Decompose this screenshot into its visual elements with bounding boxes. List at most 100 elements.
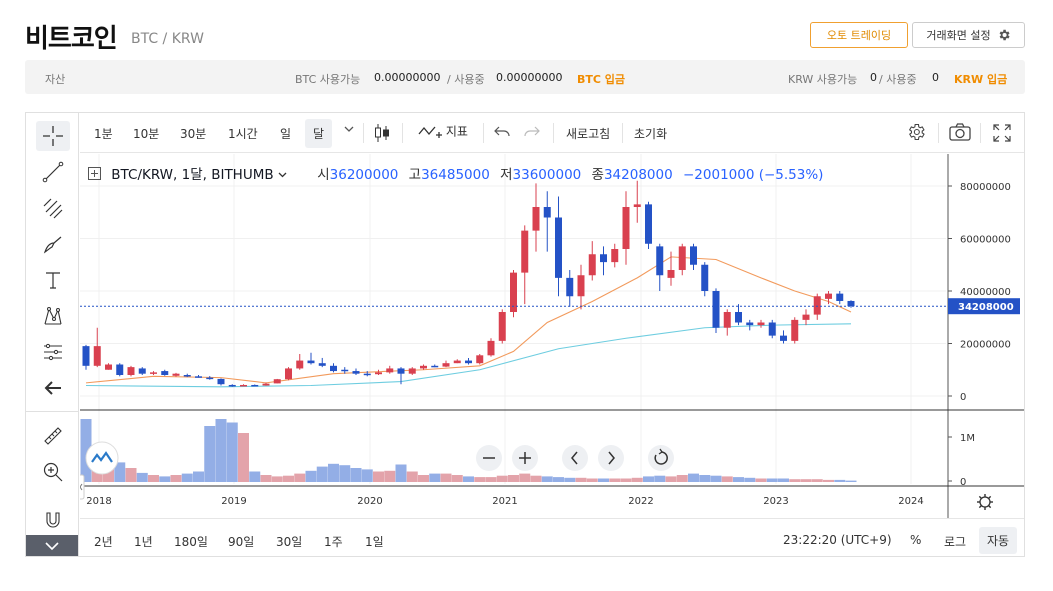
volume-bar [508,475,519,482]
fib-tool[interactable] [36,193,70,223]
range-90d[interactable]: 90일 [228,535,255,549]
text-tool[interactable] [36,265,70,295]
refresh-button[interactable]: 새로고침 [566,127,611,141]
volume-bar [744,477,756,482]
indicators-button[interactable]: 지표 [418,122,468,140]
candle-body [780,335,787,341]
trend-line-tool[interactable] [36,157,70,187]
candle-body [127,367,135,375]
volume-bar [204,426,216,482]
interval-1h[interactable]: 1시간 [228,127,258,141]
volume-bar [418,475,429,482]
chevron-down-icon[interactable] [278,170,287,179]
fullscreen-button[interactable] [992,123,1012,146]
candle-body [498,312,506,341]
candle-body [757,322,765,326]
symbol-label[interactable]: BTC/KRW, 1달, BITHUMB [111,167,274,183]
redo-button[interactable] [524,125,540,142]
toolbar-divider [938,123,939,143]
clock-label[interactable]: 23:22:20 (UTC+9) [783,533,892,547]
volume-bar [688,473,699,482]
chart-settings-button[interactable] [906,122,926,145]
volume-bar [283,475,294,482]
auto-scale-button[interactable]: 자동 [979,527,1018,554]
axis-settings-button[interactable] [977,494,993,510]
candle-body [105,364,112,370]
rotate-icon [654,451,668,465]
candle-body [116,364,124,375]
reset-button[interactable]: 초기화 [634,127,668,141]
interval-month[interactable]: 달 [305,119,333,148]
undo-button[interactable] [494,125,510,142]
toolbar-divider [622,123,623,143]
candle-body [847,300,855,307]
interval-10m[interactable]: 10분 [133,127,160,141]
y-tick-label: 60000000 [960,235,1011,246]
auto-trading-button[interactable]: 오토 트레이딩 [810,22,908,48]
zoom-tool[interactable] [36,457,70,487]
volume-bar [845,480,857,482]
candle-body [690,246,697,265]
zoom-in-button[interactable] [512,445,538,471]
back-tool[interactable] [36,373,70,403]
screen-settings-button[interactable]: 거래화면 설정 [912,22,1025,48]
scroll-right-button[interactable] [598,445,624,471]
candle-body [453,360,461,364]
magnet-tool[interactable] [36,505,70,535]
y-tick-label: 40000000 [960,287,1011,298]
interval-30m[interactable]: 30분 [180,127,207,141]
prediction-tool[interactable] [36,337,70,367]
log-scale-button[interactable]: 로그 [944,535,967,549]
range-2y[interactable]: 2년 [94,535,113,549]
screen-settings-label: 거래화면 설정 [926,29,991,42]
pattern-tool[interactable] [36,301,70,331]
snapshot-button[interactable] [949,123,971,144]
reset-view-button[interactable] [648,445,674,471]
candle-body [555,217,562,278]
x-tick-label: 2023 [763,496,788,507]
ruler-icon [44,427,62,445]
volume-bar [148,475,159,482]
interval-dropdown[interactable] [343,123,355,138]
volume-bar [373,471,384,482]
plus-icon [519,452,531,464]
chevron-left-icon [80,483,83,491]
volume-bar [440,473,452,482]
candle-body [667,270,675,278]
volume-bar [575,477,587,482]
ruler-tool[interactable] [36,421,70,451]
percent-scale-button[interactable]: % [910,533,922,547]
brush-tool[interactable] [36,229,70,259]
expand-toolbar-button[interactable] [26,535,78,556]
range-180d[interactable]: 180일 [174,535,208,549]
btc-deposit-link[interactable]: BTC 입금 [577,73,626,86]
chart-legend: BTC/KRW, 1달, BITHUMB 시36200000 고36485000… [88,163,823,183]
candle-body [825,293,832,299]
range-1w[interactable]: 1주 [324,535,343,549]
candle-body [217,378,225,385]
range-1d[interactable]: 1일 [365,535,384,549]
interval-day[interactable]: 일 [280,127,292,141]
candle-body [183,375,191,377]
volume-bar [429,473,441,482]
change-value: −2001000 (−5.53%) [682,167,824,183]
chart-type-button[interactable] [373,122,391,147]
zoom-out-button[interactable] [476,445,502,471]
toolbar-divider [980,123,981,143]
scroll-left-button[interactable] [562,445,588,471]
interval-1m[interactable]: 1분 [94,127,113,141]
range-1y[interactable]: 1년 [134,535,153,549]
collapse-handle[interactable] [80,474,85,500]
crosshair-tool[interactable] [36,121,70,151]
plus-square-icon[interactable] [88,167,101,180]
range-30d[interactable]: 30일 [276,535,303,549]
fib-lines-icon [43,198,63,219]
candle-body [532,207,540,231]
high-label: 고 [408,167,422,183]
candle-body [802,314,810,320]
candle-body [487,340,495,356]
price-chart[interactable]: 80000000 60000000 40000000 20000000 0 1M 0 2018… [80,154,1024,518]
krw-deposit-link[interactable]: KRW 입금 [954,73,1008,86]
volume-bar [474,477,486,482]
